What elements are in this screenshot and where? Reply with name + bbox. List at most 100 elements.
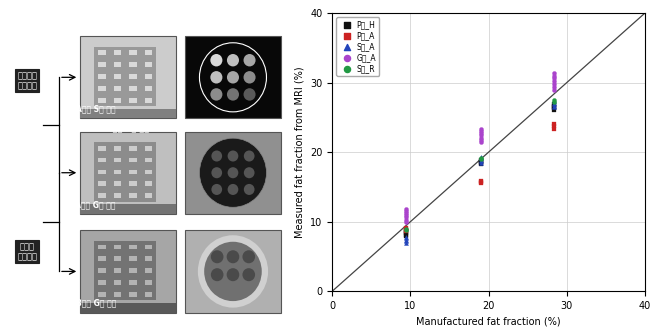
Point [476,158,486,164]
Bar [94,241,157,300]
Circle shape [244,167,255,178]
Bar [114,256,121,261]
Bar [98,256,106,261]
Bar [145,169,153,174]
Bar [98,158,106,163]
Point [401,231,411,236]
Bar [145,193,153,198]
Point [401,225,411,231]
Point [401,230,411,235]
Point [549,124,559,129]
Bar [114,158,121,163]
Bar [129,169,137,174]
Bar [98,98,106,103]
Bar [129,50,137,55]
Point [401,227,411,232]
Point [476,160,486,165]
Circle shape [211,71,222,84]
Point [401,240,411,245]
Point [549,70,559,76]
Point [401,226,411,231]
Point [401,227,411,233]
Bar [129,181,137,186]
Circle shape [227,71,239,84]
Bar [129,98,137,103]
Bar [80,36,176,118]
Bar [145,98,153,103]
Point [401,233,411,238]
Circle shape [244,150,255,162]
Point [549,76,559,81]
Point [549,99,559,104]
Bar [145,50,153,55]
Text: A병원 S사 장비: A병원 S사 장비 [76,105,116,114]
Bar [145,244,153,249]
Legend: P사_H, P사_A, S사_A, G사_A, S사_R: P사_H, P사_A, S사_A, G사_A, S사_R [336,17,380,76]
Bar [129,292,137,297]
Bar [185,36,281,118]
Bar [129,86,137,91]
Point [549,84,559,89]
Text: 동일기관
타사장비: 동일기관 타사장비 [17,71,37,90]
Bar [114,193,121,198]
Circle shape [228,150,238,162]
Bar [98,74,106,79]
Circle shape [211,88,222,101]
Bar [129,146,137,151]
Bar [129,74,137,79]
X-axis label: Manufactured fat fraction (%): Manufactured fat fraction (%) [417,316,561,326]
Circle shape [226,250,240,263]
Text: 타기관
동일장비: 타기관 동일장비 [17,242,37,261]
Point [549,100,559,106]
Circle shape [226,268,240,281]
Point [401,219,411,224]
Point [476,157,486,163]
Point [476,127,486,132]
Bar [185,132,281,214]
Bar [114,98,121,103]
Point [476,157,486,162]
Point [401,213,411,218]
Point [549,106,559,111]
Point [401,207,411,212]
Circle shape [243,71,255,84]
Point [549,126,559,131]
Circle shape [244,184,255,195]
Bar [98,86,106,91]
Bar [145,280,153,285]
Bar [129,280,137,285]
Point [476,156,486,161]
Circle shape [228,184,238,195]
Bar [129,193,137,198]
Point [476,154,486,160]
Bar [98,62,106,67]
Text: A병원 G사 장비: A병원 G사 장비 [76,200,116,209]
Point [549,97,559,103]
Circle shape [243,88,255,101]
Point [476,159,486,164]
Bar [98,280,106,285]
Point [549,81,559,87]
Point [401,217,411,222]
Bar [114,181,121,186]
Point [401,236,411,241]
Circle shape [211,268,224,281]
Bar [114,74,121,79]
Bar [114,292,121,297]
Circle shape [211,184,222,195]
Point [549,122,559,127]
Point [476,160,486,165]
Point [549,99,559,105]
Point [401,215,411,220]
Bar [114,268,121,273]
Bar [145,256,153,261]
Bar [98,50,106,55]
Bar [145,62,153,67]
Point [401,211,411,216]
Circle shape [204,242,262,301]
Point [476,137,486,142]
Bar [129,268,137,273]
Point [476,133,486,138]
Bar [80,303,176,313]
Bar [129,158,137,163]
